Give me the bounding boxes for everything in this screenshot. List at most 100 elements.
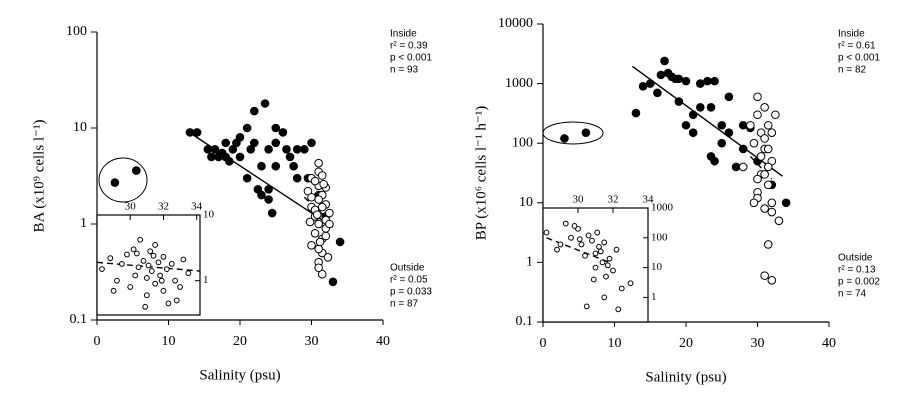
x-tick-label: 40 bbox=[822, 336, 836, 351]
data-point bbox=[568, 234, 574, 241]
y-tick-label: 1000 bbox=[505, 76, 533, 91]
data-point bbox=[724, 128, 734, 138]
data-point bbox=[168, 261, 175, 267]
y-tick-label: 100 bbox=[651, 231, 668, 243]
data-point bbox=[323, 252, 333, 262]
data-point bbox=[142, 303, 149, 310]
data-point bbox=[250, 106, 259, 116]
data-point bbox=[192, 128, 202, 137]
data-point bbox=[592, 250, 599, 257]
data-point bbox=[119, 261, 125, 267]
stats-label: Outside bbox=[838, 253, 873, 264]
y-axis-title: BP (x10⁶ cells l⁻¹ h⁻¹) bbox=[473, 106, 489, 241]
data-point bbox=[571, 223, 578, 229]
data-point bbox=[292, 144, 302, 154]
data-point bbox=[235, 152, 245, 162]
data-point bbox=[604, 262, 611, 269]
data-point bbox=[310, 229, 320, 238]
data-point bbox=[710, 76, 719, 86]
data-point bbox=[738, 144, 748, 154]
y-tick-label: 1 bbox=[526, 255, 533, 270]
y-tick-label: 10 bbox=[519, 195, 533, 210]
data-point bbox=[264, 184, 273, 194]
data-point bbox=[738, 162, 748, 172]
data-point bbox=[763, 240, 773, 249]
data-point bbox=[133, 250, 140, 257]
data-point bbox=[317, 202, 327, 212]
data-point bbox=[581, 128, 591, 138]
data-point bbox=[99, 266, 105, 273]
data-point bbox=[140, 257, 147, 264]
data-point bbox=[317, 171, 327, 180]
data-point bbox=[147, 248, 154, 255]
data-point bbox=[155, 259, 162, 266]
data-point bbox=[613, 246, 620, 253]
data-point bbox=[314, 195, 323, 204]
stats-text: p < 0.001 bbox=[838, 53, 880, 64]
x-tick-label: 34 bbox=[643, 194, 655, 206]
data-point bbox=[656, 70, 666, 80]
data-point bbox=[578, 241, 585, 248]
data-point bbox=[267, 208, 277, 218]
stats-label: Inside bbox=[838, 29, 865, 40]
data-point bbox=[703, 76, 712, 86]
data-point bbox=[615, 306, 622, 313]
data-point bbox=[172, 277, 178, 284]
data-point bbox=[300, 144, 309, 154]
data-point bbox=[562, 220, 569, 227]
data-point bbox=[158, 277, 165, 284]
data-point bbox=[307, 240, 316, 250]
data-point bbox=[312, 210, 322, 219]
data-point bbox=[774, 216, 784, 226]
stats-text: n = 82 bbox=[838, 65, 867, 76]
data-point bbox=[557, 241, 564, 248]
data-point bbox=[160, 287, 167, 294]
data-point bbox=[224, 156, 234, 166]
data-point bbox=[157, 272, 164, 279]
stats-text: r² = 0.05 bbox=[390, 275, 428, 286]
data-point bbox=[264, 144, 273, 154]
data-point bbox=[760, 170, 769, 179]
data-point bbox=[271, 161, 281, 171]
data-point bbox=[319, 179, 328, 189]
data-point bbox=[145, 262, 152, 269]
data-point bbox=[148, 268, 155, 274]
data-point bbox=[321, 231, 331, 241]
data-point bbox=[246, 144, 256, 154]
data-point bbox=[271, 138, 281, 148]
data-point bbox=[271, 123, 281, 133]
y-tick-label: 10 bbox=[651, 261, 663, 273]
data-point bbox=[749, 198, 759, 208]
data-point bbox=[160, 254, 167, 260]
data-point bbox=[132, 272, 139, 279]
data-point bbox=[180, 256, 187, 263]
data-point bbox=[221, 138, 230, 148]
data-point bbox=[278, 128, 288, 137]
fit-line bbox=[546, 237, 610, 264]
data-point bbox=[781, 198, 791, 208]
data-point bbox=[763, 144, 773, 154]
stats-text: p < 0.001 bbox=[390, 53, 432, 64]
stats-text: r² = 0.39 bbox=[390, 41, 428, 52]
data-point bbox=[763, 180, 773, 190]
data-point bbox=[638, 82, 648, 91]
y-tick-label: 10 bbox=[203, 209, 215, 221]
data-point bbox=[610, 267, 616, 274]
stats-text: r² = 0.13 bbox=[838, 265, 876, 276]
data-point bbox=[756, 152, 766, 161]
data-point bbox=[314, 244, 323, 254]
data-point bbox=[596, 243, 602, 250]
data-point bbox=[228, 144, 238, 154]
data-point bbox=[731, 162, 741, 172]
data-point bbox=[260, 99, 270, 108]
data-point bbox=[143, 292, 150, 299]
data-point bbox=[130, 246, 137, 253]
data-point bbox=[681, 120, 691, 130]
stats-text: n = 87 bbox=[390, 299, 419, 310]
x-tick-label: 20 bbox=[233, 334, 247, 349]
data-point bbox=[594, 229, 601, 236]
data-point bbox=[589, 237, 595, 244]
x-tick-label: 30 bbox=[751, 336, 765, 351]
data-point bbox=[325, 219, 334, 229]
data-point bbox=[242, 173, 252, 183]
